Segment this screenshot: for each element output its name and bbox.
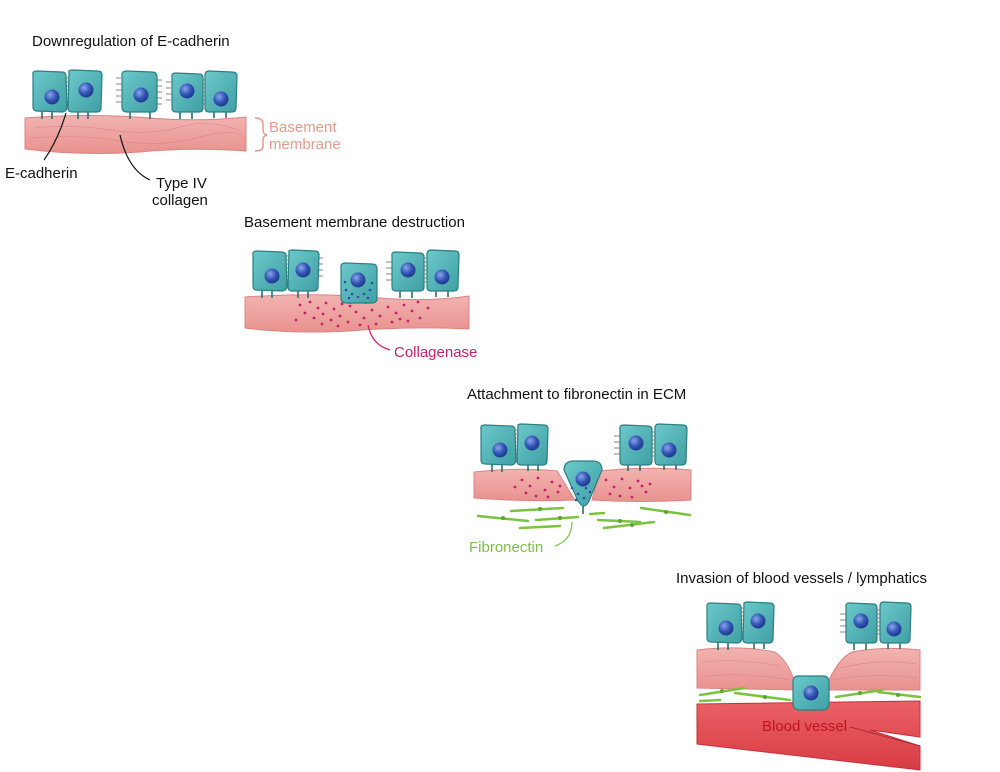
fibronectin-nodes	[501, 507, 668, 527]
cell-pair-left	[252, 249, 323, 298]
blood-vessel-branch-line	[849, 726, 921, 747]
panel-1-title: Downregulation of E-cadherin	[32, 33, 230, 50]
collagenase-label: Collagenase	[394, 344, 477, 361]
cell-pair-left	[480, 423, 549, 472]
cell-single-middle	[116, 70, 162, 119]
ecadherin-label: E-cadherin	[5, 165, 78, 182]
cell-pair-right	[614, 423, 688, 471]
cell-pair-right	[840, 601, 912, 650]
type-iv-collagen-label-line1: Type IV	[156, 175, 207, 192]
type-iv-collagen-label-line2: collagen	[152, 192, 208, 209]
blood-vessel-label: Blood vessel	[762, 718, 847, 735]
basement-membrane-label-line1: Basement	[269, 119, 337, 136]
collagenase-dots	[294, 300, 430, 328]
collagen-pointer-line	[119, 134, 151, 181]
panel-2-title: Basement membrane destruction	[244, 214, 465, 231]
basement-membrane	[24, 115, 247, 154]
membrane-fiber-texture	[701, 660, 918, 681]
panel-4-title: Invasion of blood vessels / lymphatics	[676, 570, 927, 587]
fibronectin-nodes	[720, 689, 900, 699]
panel-4: Invasion of blood vessels / lymphatics	[676, 570, 927, 771]
panel-3-title: Attachment to fibronectin in ECM	[467, 386, 686, 403]
panel-3: Attachment to fibronectin in ECM	[467, 386, 692, 556]
ecadherin-pointer-line	[43, 112, 67, 161]
panel-1: Downregulation of E-cadherin	[5, 33, 341, 209]
basement-membrane-right	[824, 647, 921, 691]
collagenase-dots	[513, 476, 652, 499]
basement-membrane-left	[696, 647, 798, 691]
invading-cell	[340, 262, 378, 304]
basement-brace	[254, 117, 268, 152]
basement-membrane-label-line2: membrane	[269, 136, 341, 153]
fibronectin-fibers	[476, 506, 692, 530]
fibronectin-label: Fibronectin	[469, 539, 543, 556]
cell-pair-left	[706, 601, 775, 650]
fibronectin-pointer-line	[554, 521, 573, 547]
collagenase-pointer-line	[367, 324, 391, 351]
cell-pair-left	[32, 69, 103, 119]
invading-cell	[792, 675, 830, 711]
panel-2: Basement membrane destruction	[244, 214, 477, 361]
invading-cell	[563, 460, 603, 514]
membrane-fiber-texture	[29, 122, 245, 145]
cell-pair-right	[386, 249, 460, 298]
blood-vessel	[696, 700, 921, 771]
cell-pair-right	[166, 70, 238, 119]
